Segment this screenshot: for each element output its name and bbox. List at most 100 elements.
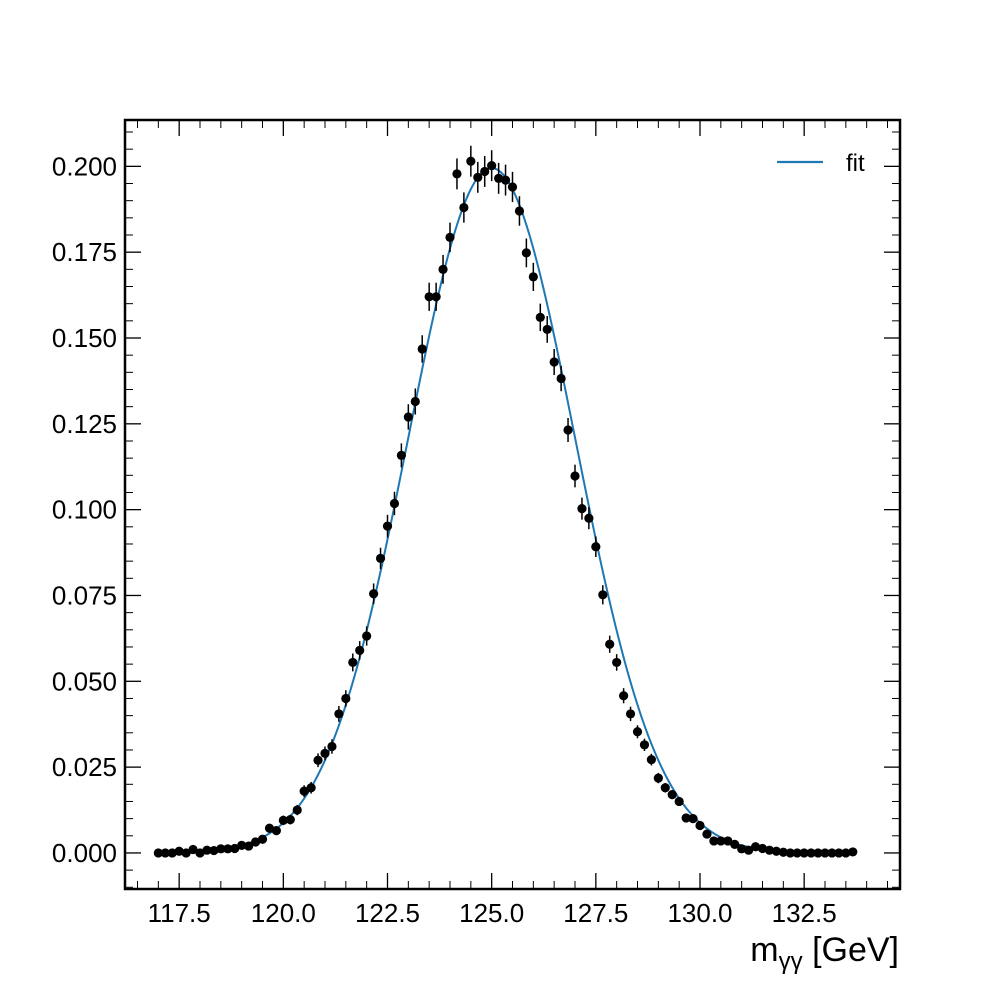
data-marker [473,172,483,182]
data-point [410,388,420,415]
data-marker [271,826,281,836]
data-marker [799,848,809,858]
data-point [292,804,302,816]
data-marker [667,789,677,800]
data-point [466,145,476,177]
data-point [813,848,823,858]
data-marker [250,837,261,847]
data-marker [174,846,184,856]
data-point [806,848,816,858]
data-point [494,162,504,194]
data-point [375,547,386,570]
y-tick-label: 0.050 [52,666,117,696]
data-point [646,753,656,766]
x-tick-label: 127.5 [563,898,628,928]
y-tick-label: 0.100 [52,495,117,525]
data-point [723,836,733,846]
data-marker [341,693,351,704]
data-point [556,365,566,392]
data-point [737,844,747,854]
data-point [153,848,163,858]
y-tick-label: 0.200 [52,151,117,181]
data-marker [716,836,726,846]
data-marker [244,841,254,851]
data-marker [556,373,566,384]
data-marker [417,344,427,354]
data-marker [737,844,747,854]
data-point [396,443,406,468]
data-marker [424,292,434,302]
y-tick-label: 0.025 [52,752,117,782]
data-marker [528,272,538,282]
data-point [424,282,434,311]
data-marker [195,848,205,858]
data-point [500,164,511,196]
data-marker [730,839,740,849]
data-marker [750,842,761,852]
data-marker [452,169,462,179]
data-point [757,843,768,854]
data-marker [820,848,830,858]
data-marker [549,357,559,367]
data-point [799,848,809,858]
data-point [299,785,309,797]
data-marker [764,845,775,855]
data-point [313,753,323,768]
data-marker [619,691,629,701]
data-marker [403,412,413,422]
y-tick-label: 0.175 [52,237,117,267]
data-point [209,845,219,856]
data-point [563,417,573,443]
data-point [702,829,712,839]
data-point [480,156,490,187]
x-tick-label: 122.5 [355,898,420,928]
data-point [244,841,254,851]
data-marker [389,498,400,509]
data-marker [313,755,323,765]
data-point [549,348,559,376]
data-point [834,848,844,858]
data-point [848,847,858,857]
data-point [521,238,531,268]
data-marker [188,844,198,855]
data-marker [584,513,594,523]
data-marker [778,847,788,857]
data-marker [681,813,691,823]
data-marker [653,773,663,783]
data-point [619,688,629,704]
data-marker [792,848,802,858]
data-marker [431,292,441,302]
data-marker [695,820,705,831]
data-point [577,497,587,520]
fit-layer [158,167,853,854]
data-marker [230,843,240,854]
data-point [285,814,295,825]
data-marker [494,173,504,183]
data-marker [264,823,275,833]
data-marker [410,396,420,407]
data-marker [702,829,712,839]
data-point [820,848,830,858]
data-marker [612,657,622,668]
data-point [195,848,205,858]
y-tick-label: 0.000 [52,838,117,868]
data-marker [369,589,379,599]
data-marker [841,848,851,858]
data-marker [202,845,212,855]
data-point [403,404,413,430]
data-point [250,837,261,847]
data-marker [500,175,511,185]
data-point [174,846,184,856]
data-marker [591,542,601,552]
data-marker [674,796,684,807]
data-marker [216,844,226,854]
data-point [167,848,177,858]
data-point [362,626,372,646]
data-point [612,654,622,671]
data-point [327,739,337,754]
data-point [535,303,545,332]
data-marker [209,845,219,856]
data-point [591,536,601,558]
data-point [681,813,691,823]
